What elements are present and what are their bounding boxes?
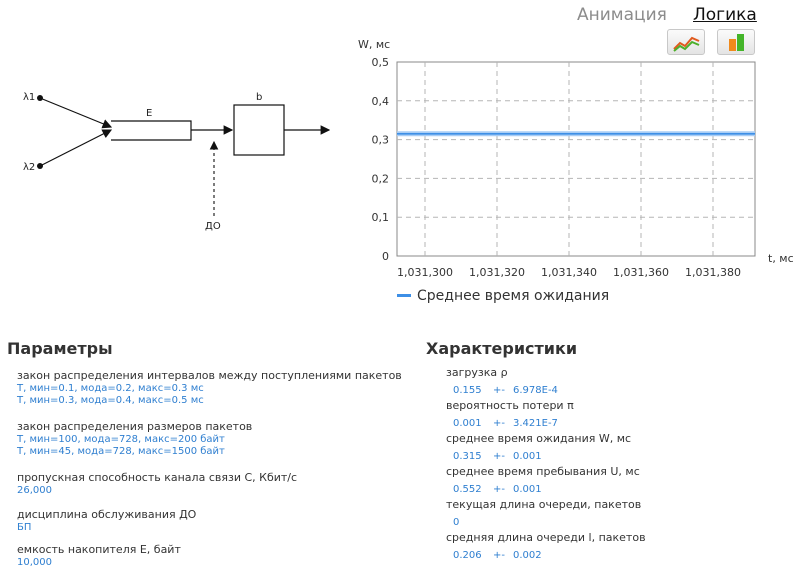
queue-diagram: λ1 λ2 E b ДО [23, 92, 331, 232]
characteristic-value: 0.001 [453, 418, 482, 429]
characteristics-title: Характеристики [426, 339, 578, 358]
x-tick-label: 1,031,320 [469, 266, 525, 279]
y-tick-label: 0,5 [372, 56, 390, 69]
characteristic-error: 0.002 [513, 550, 542, 561]
y-tick-label: 0,3 [372, 134, 390, 147]
parameter-label: пропускная способность канала связи С, К… [17, 471, 298, 484]
bar-chart-button[interactable] [717, 29, 755, 55]
parameter-item: емкость накопителя Е, байт 10,000 [17, 543, 417, 569]
chart-legend: Среднее время ожидания [397, 288, 609, 304]
x-axis-label: t, мс [768, 252, 794, 265]
line-chart-button[interactable] [667, 29, 705, 55]
characteristic-label: среднее время пребывания U, мс [446, 465, 640, 478]
characteristic-item: загрузка ρ 0.155 +- 6.978E-4 [446, 366, 806, 399]
characteristic-item: среднее время ожидания W, мс 0.315 +- 0.001 [446, 432, 806, 465]
x-tick-label: 1,031,340 [541, 266, 597, 279]
characteristic-item: средняя длина очереди l, пакетов 0.206 +- 0… [446, 531, 806, 564]
parameter-value[interactable]: T, мин=45, мода=728, макс=1500 байт [17, 446, 225, 457]
characteristic-error: 0.001 [513, 484, 542, 495]
x-tick-label: 1,031,300 [397, 266, 453, 279]
y-tick-label: 0 [382, 250, 389, 263]
characteristic-label: текущая длина очереди, пакетов [446, 498, 642, 511]
parameters-list: закон распределения интервалов между пос… [17, 369, 417, 569]
characteristic-item: вероятность потери π 0.001 +- 3.421E-7 [446, 399, 806, 432]
characteristic-error: 6.978E-4 [513, 385, 558, 396]
plus-minus-sign: +- [493, 385, 505, 396]
parameter-value[interactable]: БП [17, 522, 32, 533]
parameter-label: закон распределения интервалов между пос… [17, 369, 402, 382]
y-axis-label: W, мс [358, 38, 390, 51]
characteristic-item: текущая длина очереди, пакетов 0 [446, 498, 806, 531]
plus-minus-sign: +- [493, 550, 505, 561]
parameter-label: емкость накопителя Е, байт [17, 543, 181, 556]
characteristic-label: загрузка ρ [446, 366, 508, 379]
characteristics-list: загрузка ρ 0.155 +- 6.978E-4 вероятность пот… [446, 366, 806, 564]
parameter-item: закон распределения интервалов между пос… [17, 369, 417, 407]
characteristic-error: 3.421E-7 [513, 418, 558, 429]
parameter-value[interactable]: T, мин=0.1, мода=0.2, макс=0.3 мс [17, 383, 204, 394]
discipline-label: ДО [205, 221, 221, 232]
tab-logic[interactable]: Логика [693, 5, 757, 25]
parameter-value[interactable]: 10,000 [17, 557, 52, 568]
characteristic-label: средняя длина очереди l, пакетов [446, 531, 646, 544]
characteristic-error: 0.001 [513, 451, 542, 462]
wait-time-chart: W, мс t, мс 0 0,1 0,2 0,3 0,4 0,5 1,031,300 1,… [358, 38, 794, 279]
x-tick-label: 1,031,380 [685, 266, 741, 279]
chart-grid [397, 62, 755, 256]
line-chart-icon [673, 36, 700, 52]
y-tick-label: 0,4 [372, 95, 390, 108]
parameter-value[interactable]: 26,000 [17, 485, 52, 496]
characteristic-value: 0.206 [453, 550, 482, 561]
plus-minus-sign: +- [493, 451, 505, 462]
parameter-value[interactable]: T, мин=100, мода=728, макс=200 байт [17, 434, 225, 445]
parameter-label: дисциплина обслуживания ДО [17, 508, 197, 521]
buffer-label: E [146, 108, 152, 119]
y-tick-label: 0,1 [372, 211, 390, 224]
parameter-value[interactable]: T, мин=0.3, мода=0.4, макс=0.5 мс [17, 395, 204, 406]
lambda1-label: λ1 [23, 92, 35, 103]
server-box [233, 104, 285, 156]
tab-animation[interactable]: Анимация [577, 5, 667, 25]
bar-chart-icon [729, 34, 744, 51]
parameter-item: закон распределения размеров пакетов T, м… [17, 420, 417, 458]
parameters-title: Параметры [7, 339, 113, 358]
characteristic-label: среднее время ожидания W, мс [446, 432, 632, 445]
characteristic-value: 0 [453, 517, 460, 528]
parameter-label: закон распределения размеров пакетов [17, 420, 253, 433]
legend-swatch [397, 293, 411, 297]
parameter-item: пропускная способность канала связи С, К… [17, 471, 417, 497]
characteristic-label: вероятность потери π [446, 399, 574, 412]
y-tick-label: 0,2 [372, 172, 390, 185]
server-label: b [256, 92, 262, 103]
plot-area [396, 61, 756, 257]
x-tick-label: 1,031,360 [613, 266, 669, 279]
characteristic-item: среднее время пребывания U, мс 0.552 +- 0.0… [446, 465, 806, 498]
lambda2-label: λ2 [23, 162, 35, 173]
characteristic-value: 0.552 [453, 484, 482, 495]
parameter-item: дисциплина обслуживания ДО БП [17, 508, 417, 534]
characteristic-value: 0.155 [453, 385, 482, 396]
plus-minus-sign: +- [493, 418, 505, 429]
buffer-shape [111, 120, 192, 141]
legend-label: Среднее время ожидания [417, 288, 610, 304]
plus-minus-sign: +- [493, 484, 505, 495]
characteristic-value: 0.315 [453, 451, 482, 462]
